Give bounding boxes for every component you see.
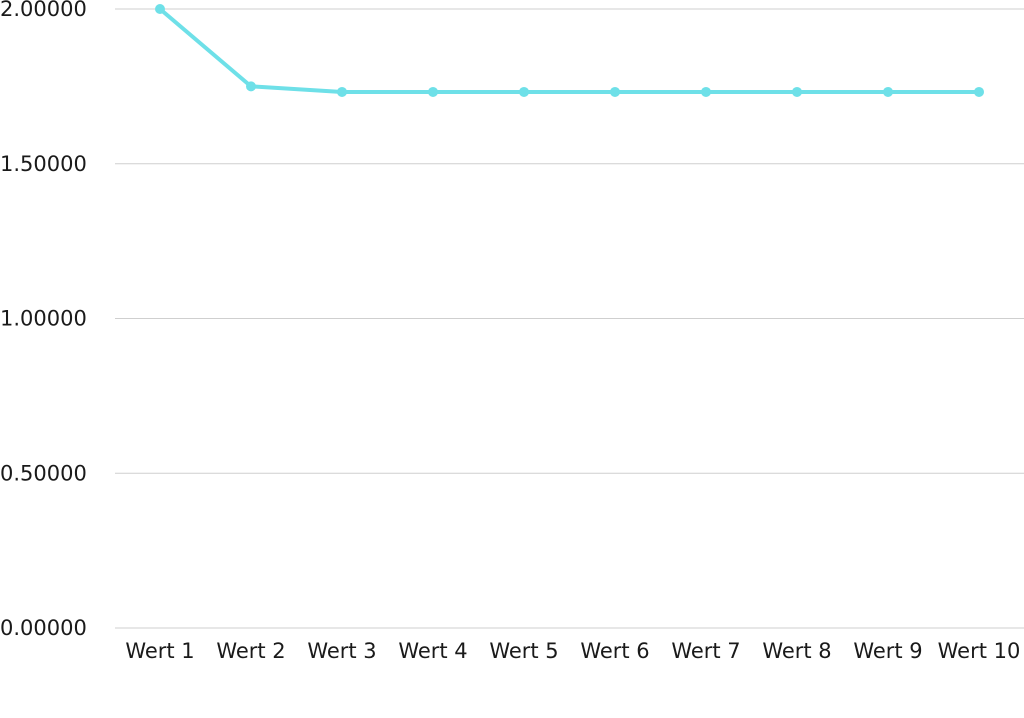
x-tick-label: Wert 7	[671, 639, 740, 663]
x-tick-label: Wert 6	[580, 639, 649, 663]
data-point	[428, 86, 438, 97]
data-point	[337, 86, 347, 97]
series-layer	[155, 4, 984, 97]
grid-layer	[115, 8, 1024, 629]
x-tick-label: Wert 8	[762, 639, 831, 663]
data-point	[246, 81, 256, 92]
x-tick-label: Wert 2	[216, 639, 285, 663]
x-axis-ticks: Wert 1 Wert 2 Wert 3 Wert 4 Wert 5 Wert 6 Wert…	[125, 639, 1020, 663]
x-tick-label: Wert 3	[307, 639, 376, 663]
data-point	[974, 86, 984, 97]
data-point	[519, 86, 529, 97]
y-axis-ticks: 0.00000 0.50000 1.00000 1.50000 2.00000	[0, 0, 87, 640]
x-tick-label: Wert 9	[853, 639, 922, 663]
data-point	[155, 4, 165, 14]
data-point	[883, 86, 893, 97]
x-tick-label: Wert 5	[489, 639, 558, 663]
data-point	[792, 86, 802, 97]
y-tick-label: 1.50000	[0, 152, 87, 176]
y-tick-label: 2.00000	[0, 0, 87, 21]
series-line	[158, 7, 981, 94]
data-point	[610, 86, 620, 97]
y-tick-label: 0.50000	[0, 461, 87, 485]
x-tick-label: Wert 4	[398, 639, 467, 663]
x-tick-label: Wert 10	[938, 639, 1021, 663]
y-tick-label: 0.00000	[0, 616, 87, 640]
y-tick-label: 1.00000	[0, 307, 87, 331]
x-tick-label: Wert 1	[125, 639, 194, 663]
data-point	[701, 86, 711, 97]
